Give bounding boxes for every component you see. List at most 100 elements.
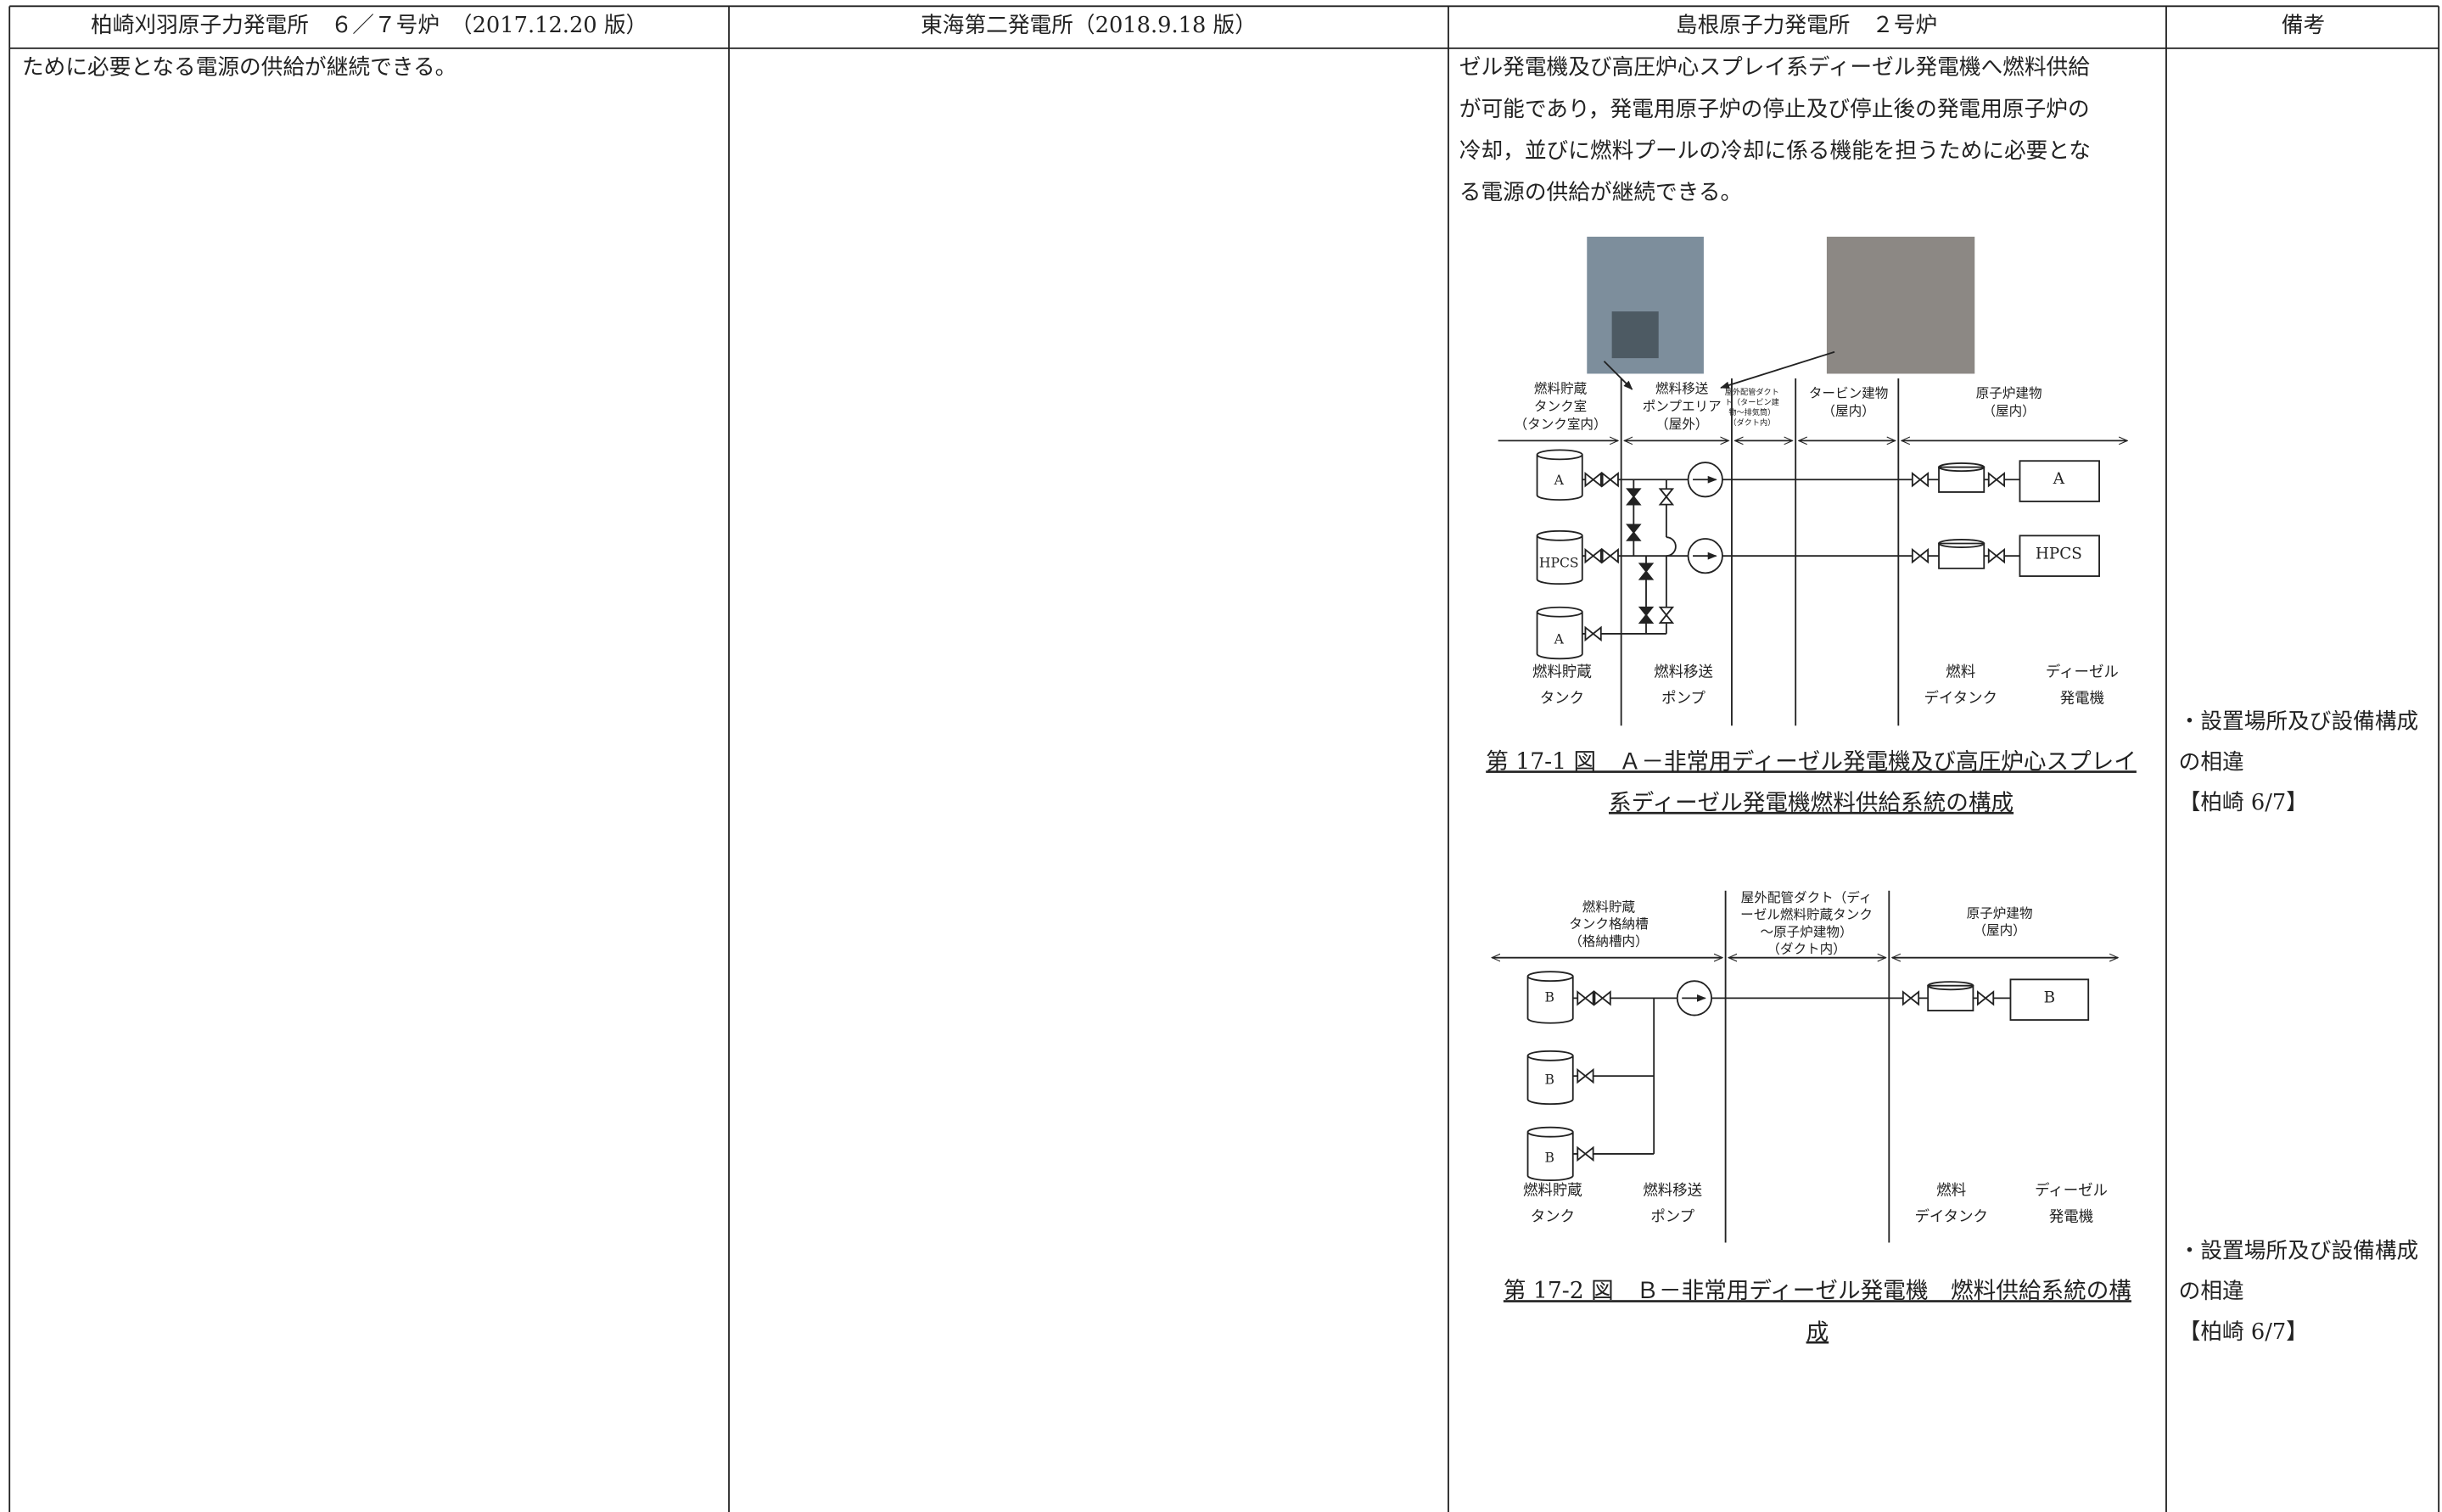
figure-2-shape: [1526, 1126, 1574, 1182]
component-label: ポンプ: [1650, 1209, 1694, 1226]
figure-1-shape: [2019, 460, 2100, 502]
area-label: （タンク室内）: [1515, 417, 1607, 432]
tank-label: B: [1545, 1150, 1554, 1165]
area-label: ーゼル燃料貯蔵タンク: [1740, 907, 1873, 922]
area-label: 物～排気筒）: [1728, 407, 1775, 417]
remark-text: の相違: [2179, 1279, 2244, 1304]
area-label: ～原子炉建物）: [1761, 924, 1853, 939]
body-text: る電源の供給が継続できる。: [1459, 180, 1742, 205]
figure-2: [1492, 890, 2118, 1243]
area-label: 原子炉建物: [1967, 905, 2033, 921]
body-text: ために必要となる電源の供給が継続できる。: [22, 55, 456, 81]
header-cell: 島根原子力発電所 ２号炉: [1676, 13, 1937, 38]
tank-label: B: [1545, 989, 1554, 1005]
area-label: （屋内）: [1982, 403, 2035, 418]
table-grid: [8, 5, 2440, 1512]
component-label: 発電機: [2049, 1209, 2093, 1226]
area-label: （屋外）: [1655, 417, 1708, 432]
figure-2-shape: [1927, 981, 1974, 991]
area-label: （屋内）: [1822, 403, 1874, 418]
figure-1-shape: [1584, 625, 1602, 642]
body-text: 冷却，並びに燃料プールの冷却に係る機能を担うために必要とな: [1459, 138, 2091, 164]
component-label: 燃料貯蔵: [1523, 1182, 1582, 1199]
unit-label: B: [2044, 988, 2055, 1006]
figure-2-shape: [1902, 990, 1995, 1006]
remark-text: 【柏崎 6/7】: [2179, 1319, 2308, 1345]
unit-label: A: [2053, 470, 2065, 488]
figure-2-shape: [1577, 990, 1611, 1162]
area-label: 屋外配管ダクト: [1725, 387, 1779, 397]
figure-1-shape: [1826, 236, 1975, 374]
figure-caption: 第 17-2 図 Ｂ－非常用ディーゼル発電機 燃料供給系統の構: [1504, 1278, 2131, 1304]
figure-1-shape: [1938, 462, 1986, 473]
remark-text: ・設置場所及び設備構成: [2179, 709, 2419, 735]
area-label: （屋内）: [1973, 922, 2025, 938]
component-label: 燃料貯蔵: [1532, 664, 1592, 680]
figure-1-shape: [1536, 529, 1583, 585]
area-label: タンク室: [1534, 399, 1587, 414]
component-label: ポンプ: [1661, 691, 1705, 708]
area-label: （ダクト内）: [1767, 941, 1846, 956]
figure-1-shape: [2019, 535, 2100, 577]
component-label: 燃料移送: [1654, 664, 1713, 680]
tank-label: A: [1554, 473, 1565, 488]
body-text: が可能であり，発電用原子炉の停止及び停止後の発電用原子炉の: [1459, 97, 2090, 122]
area-label: ポンプエリア: [1643, 399, 1722, 414]
body-text: ゼル発電機及び高圧炉心スプレイ系ディーゼル発電機へ燃料供給: [1459, 55, 2090, 81]
figure-caption: 成: [1806, 1319, 1829, 1346]
tank-label: HPCS: [1539, 555, 1579, 570]
figure-1-shape: [1911, 471, 2006, 564]
figure-2-shape: [2009, 978, 2090, 1021]
figure-2-shape: [1526, 1050, 1574, 1106]
figure-1-shape: [1584, 547, 1619, 564]
area-label: 原子炉建物: [1976, 385, 2042, 400]
figure-2-shape: [1526, 971, 1574, 1024]
figure-1-shape: [1720, 350, 1835, 389]
figure-1-shape: [1938, 466, 1986, 493]
unit-label: HPCS: [2036, 545, 2082, 563]
component-label: 燃料: [1936, 1182, 1966, 1199]
component-label: 燃料: [1946, 664, 1975, 680]
header-cell: 備考: [2282, 13, 2325, 38]
header-cell: 柏崎刈羽原子力発電所 ６／７号炉 （2017.12.20 版）: [91, 13, 647, 38]
figure-caption: 系ディーゼル発電機燃料供給系統の構成: [1609, 790, 2014, 816]
tank-label: B: [1545, 1072, 1554, 1088]
figure-1-shape: [1536, 449, 1583, 501]
header-cell: 東海第二発電所（2018.9.18 版）: [921, 13, 1257, 38]
area-label: （ダクト内）: [1728, 417, 1775, 428]
area-label: 屋外配管ダクト（ディ: [1741, 889, 1873, 905]
figure-1-shape: [1611, 311, 1659, 359]
figure-1-shape: [1666, 536, 1677, 557]
figure-1-shape: [1584, 471, 1619, 488]
remark-text: の相違: [2179, 749, 2244, 775]
figure-1-shape: [1938, 542, 1986, 569]
area-label: （格納槽内）: [1569, 933, 1648, 949]
texts: 柏崎刈羽原子力発電所 ６／７号炉 （2017.12.20 版） 東海第二発電所（2…: [22, 13, 2418, 1346]
area-label: タンク格納槽: [1569, 916, 1648, 932]
figure-caption: 第 17-1 図 Ａ－非常用ディーゼル発電機及び高圧炉心スプレイ: [1486, 748, 2137, 775]
component-label: デイタンク: [1924, 690, 1997, 708]
figure-1: [1498, 236, 2127, 726]
figure-2-shape: [1927, 984, 1974, 1011]
remark-text: ・設置場所及び設備構成: [2179, 1239, 2419, 1264]
figure-1-shape: [1658, 488, 1675, 624]
figure-1-shape: [1603, 361, 1633, 390]
component-label: デイタンク: [1915, 1208, 1988, 1226]
component-label: 発電機: [2060, 691, 2104, 708]
figure-1-shape: [1938, 538, 1986, 548]
area-label: 燃料貯蔵: [1534, 381, 1588, 396]
area-label: 燃料貯蔵: [1582, 899, 1636, 915]
area-label: タービン建物: [1809, 385, 1888, 400]
component-label: タンク: [1540, 691, 1584, 708]
component-label: タンク: [1531, 1209, 1575, 1226]
figure-1-shape: [1536, 606, 1583, 660]
component-label: ディーゼル: [2046, 663, 2119, 680]
area-label: 燃料移送: [1655, 381, 1709, 396]
component-label: 燃料移送: [1643, 1182, 1702, 1199]
remark-text: 【柏崎 6/7】: [2179, 790, 2308, 815]
figure-1-shape: [1626, 488, 1655, 624]
tank-label: A: [1554, 631, 1565, 647]
component-label: ディーゼル: [2035, 1181, 2108, 1199]
